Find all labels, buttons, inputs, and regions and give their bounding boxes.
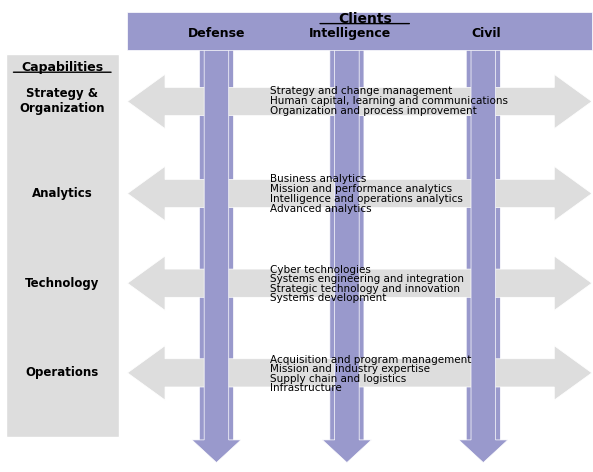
Text: Defense: Defense <box>188 26 245 40</box>
Text: Mission and industry expertise: Mission and industry expertise <box>270 364 430 374</box>
Text: Acquisition and program management: Acquisition and program management <box>270 354 471 365</box>
FancyBboxPatch shape <box>127 12 592 50</box>
Text: Strategy &
Organization: Strategy & Organization <box>20 87 105 116</box>
Text: Intelligence: Intelligence <box>309 26 391 40</box>
Text: Strategic technology and innovation: Strategic technology and innovation <box>270 284 460 294</box>
Text: Human capital, learning and communications: Human capital, learning and communicatio… <box>270 95 508 106</box>
Text: Clients: Clients <box>338 12 391 26</box>
Text: Organization and process improvement: Organization and process improvement <box>270 106 477 116</box>
Text: Cyber technologies: Cyber technologies <box>270 265 371 275</box>
Text: Strategy and change management: Strategy and change management <box>270 85 452 96</box>
Polygon shape <box>323 33 371 463</box>
Polygon shape <box>183 14 250 444</box>
Polygon shape <box>449 14 517 444</box>
Polygon shape <box>313 14 381 444</box>
Polygon shape <box>127 346 592 400</box>
Polygon shape <box>127 256 592 311</box>
Polygon shape <box>127 167 592 221</box>
Polygon shape <box>459 33 508 463</box>
FancyBboxPatch shape <box>6 54 119 437</box>
Polygon shape <box>127 74 592 128</box>
Text: Systems engineering and integration: Systems engineering and integration <box>270 274 464 285</box>
Text: Intelligence and operations analytics: Intelligence and operations analytics <box>270 194 463 204</box>
Text: Systems development: Systems development <box>270 293 386 303</box>
Text: Business analytics: Business analytics <box>270 174 366 185</box>
Text: Operations: Operations <box>25 366 99 379</box>
Text: Advanced analytics: Advanced analytics <box>270 203 371 214</box>
Polygon shape <box>192 33 241 463</box>
Text: Supply chain and logistics: Supply chain and logistics <box>270 373 406 384</box>
Text: Infrastructure: Infrastructure <box>270 383 342 393</box>
Text: Capabilities: Capabilities <box>21 61 103 74</box>
Text: Analytics: Analytics <box>32 187 93 200</box>
Text: Technology: Technology <box>25 277 100 290</box>
Text: Civil: Civil <box>471 26 501 40</box>
Text: Mission and performance analytics: Mission and performance analytics <box>270 184 452 194</box>
